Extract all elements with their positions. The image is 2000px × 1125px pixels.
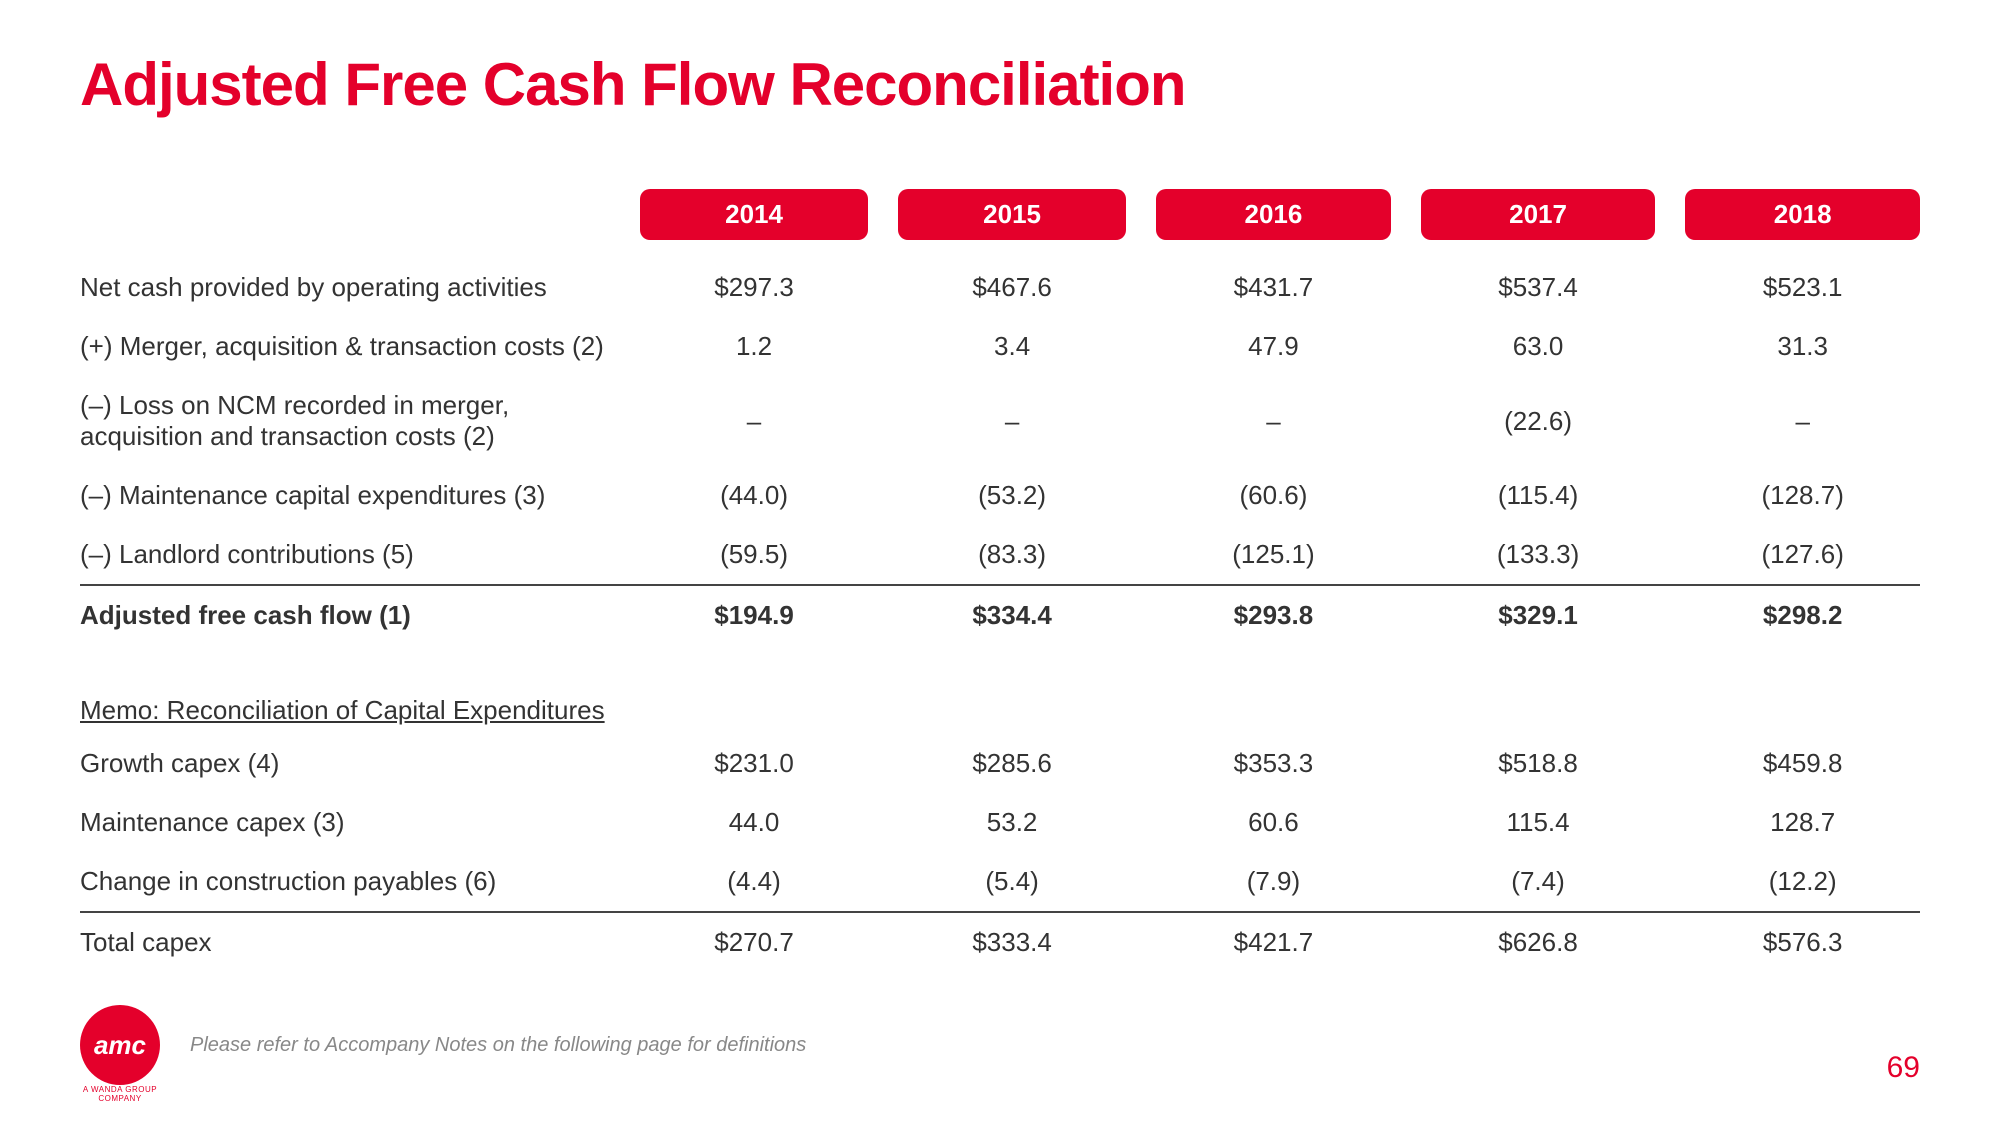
row-value: $421.7 bbox=[1156, 912, 1391, 972]
row-label: (–) Landlord contributions (5) bbox=[80, 525, 640, 585]
label-header-blank bbox=[80, 189, 640, 240]
row-value: 53.2 bbox=[898, 793, 1126, 852]
row-value: 44.0 bbox=[640, 793, 868, 852]
row-label: (–) Loss on NCM recorded in merger, acqu… bbox=[80, 376, 640, 466]
table-header-row: 2014 2015 2016 2017 2018 bbox=[80, 189, 1920, 240]
row-value: (22.6) bbox=[1421, 376, 1656, 466]
page-title: Adjusted Free Cash Flow Reconciliation bbox=[80, 50, 1920, 119]
row-value: (7.9) bbox=[1156, 852, 1391, 912]
row-value: $298.2 bbox=[1685, 585, 1920, 645]
row-value: $459.8 bbox=[1685, 734, 1920, 793]
table-row: (–) Landlord contributions (5)(59.5) (83.… bbox=[80, 525, 1920, 585]
page-number: 69 bbox=[1887, 1051, 1920, 1085]
footer: amc A WANDA GROUP COMPANY Please refer t… bbox=[80, 1005, 1920, 1085]
row-value: 63.0 bbox=[1421, 317, 1656, 376]
logo-subtext: A WANDA GROUP COMPANY bbox=[80, 1085, 160, 1103]
row-value: $329.1 bbox=[1421, 585, 1656, 645]
table-row: (–) Loss on NCM recorded in merger, acqu… bbox=[80, 376, 1920, 466]
row-value: (7.4) bbox=[1421, 852, 1656, 912]
row-value: – bbox=[898, 376, 1126, 466]
row-value: $467.6 bbox=[898, 258, 1126, 317]
row-value: (83.3) bbox=[898, 525, 1126, 585]
reconciliation-table: 2014 2015 2016 2017 2018 Net cash provid… bbox=[80, 189, 1920, 972]
table-row: Net cash provided by operating activitie… bbox=[80, 258, 1920, 317]
row-value: $537.4 bbox=[1421, 258, 1656, 317]
row-value: 31.3 bbox=[1685, 317, 1920, 376]
row-value: 47.9 bbox=[1156, 317, 1391, 376]
year-header: 2016 bbox=[1156, 189, 1391, 240]
row-value: (128.7) bbox=[1685, 466, 1920, 525]
row-value: 115.4 bbox=[1421, 793, 1656, 852]
row-value: – bbox=[640, 376, 868, 466]
row-label: Adjusted free cash flow (1) bbox=[80, 585, 640, 645]
row-label: (–) Maintenance capital expenditures (3) bbox=[80, 466, 640, 525]
row-value: $297.3 bbox=[640, 258, 868, 317]
row-value: $333.4 bbox=[898, 912, 1126, 972]
row-value: $431.7 bbox=[1156, 258, 1391, 317]
row-value: 128.7 bbox=[1685, 793, 1920, 852]
year-header: 2017 bbox=[1421, 189, 1656, 240]
memo-heading: Memo: Reconciliation of Capital Expendit… bbox=[80, 645, 640, 734]
row-value: (12.2) bbox=[1685, 852, 1920, 912]
row-value: $194.9 bbox=[640, 585, 868, 645]
row-value: $353.3 bbox=[1156, 734, 1391, 793]
table-row: Growth capex (4)$231.0 $285.6 $353.3 $518.8… bbox=[80, 734, 1920, 793]
table-row: Change in construction payables (6)(4.4)… bbox=[80, 852, 1920, 912]
year-header: 2015 bbox=[898, 189, 1126, 240]
row-value: 60.6 bbox=[1156, 793, 1391, 852]
row-value: 1.2 bbox=[640, 317, 868, 376]
row-value: – bbox=[1685, 376, 1920, 466]
row-label: Net cash provided by operating activitie… bbox=[80, 258, 640, 317]
row-value: $270.7 bbox=[640, 912, 868, 972]
memo-heading-row: Memo: Reconciliation of Capital Expendit… bbox=[80, 645, 1920, 734]
row-value: $626.8 bbox=[1421, 912, 1656, 972]
row-value: $523.1 bbox=[1685, 258, 1920, 317]
table-row: Adjusted free cash flow (1)$194.9 $334.4 $… bbox=[80, 585, 1920, 645]
table-row: Total capex$270.7 $333.4 $421.7 $626.8 $576.… bbox=[80, 912, 1920, 972]
row-value: (59.5) bbox=[640, 525, 868, 585]
row-label: Total capex bbox=[80, 912, 640, 972]
row-value: (53.2) bbox=[898, 466, 1126, 525]
logo-icon: amc bbox=[80, 1005, 160, 1085]
row-value: (125.1) bbox=[1156, 525, 1391, 585]
row-value: 3.4 bbox=[898, 317, 1126, 376]
row-value: – bbox=[1156, 376, 1391, 466]
row-value: $334.4 bbox=[898, 585, 1126, 645]
row-value: (127.6) bbox=[1685, 525, 1920, 585]
row-value: $285.6 bbox=[898, 734, 1126, 793]
row-value: (133.3) bbox=[1421, 525, 1656, 585]
row-label: Change in construction payables (6) bbox=[80, 852, 640, 912]
footnote-text: Please refer to Accompany Notes on the f… bbox=[190, 1034, 806, 1057]
row-value: (44.0) bbox=[640, 466, 868, 525]
row-value: $576.3 bbox=[1685, 912, 1920, 972]
table-row: (–) Maintenance capital expenditures (3)… bbox=[80, 466, 1920, 525]
row-value: (4.4) bbox=[640, 852, 868, 912]
row-value: $293.8 bbox=[1156, 585, 1391, 645]
row-value: $231.0 bbox=[640, 734, 868, 793]
row-value: (115.4) bbox=[1421, 466, 1656, 525]
table-row: Maintenance capex (3)44.0 53.2 60.6 115.4 12… bbox=[80, 793, 1920, 852]
row-label: (+) Merger, acquisition & transaction co… bbox=[80, 317, 640, 376]
row-label: Maintenance capex (3) bbox=[80, 793, 640, 852]
row-value: (60.6) bbox=[1156, 466, 1391, 525]
year-header: 2018 bbox=[1685, 189, 1920, 240]
table-row: (+) Merger, acquisition & transaction co… bbox=[80, 317, 1920, 376]
row-label: Growth capex (4) bbox=[80, 734, 640, 793]
row-value: $518.8 bbox=[1421, 734, 1656, 793]
row-value: (5.4) bbox=[898, 852, 1126, 912]
year-header: 2014 bbox=[640, 189, 868, 240]
